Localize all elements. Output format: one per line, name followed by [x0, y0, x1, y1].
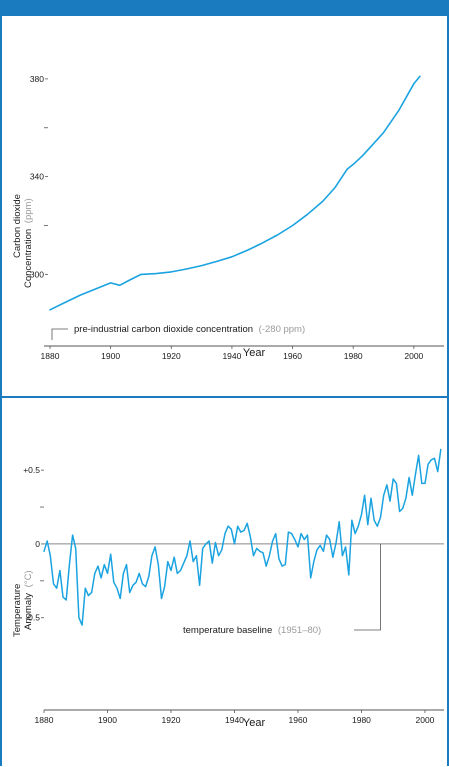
co2-x-tick-label: 1880 — [41, 351, 60, 361]
co2-annotation-pointer — [51, 328, 68, 340]
co2-y-label-unit: (ppm) — [23, 198, 34, 223]
temp-y-label-anomaly: Anomaly — [23, 593, 34, 630]
co2-x-tick-label: 1980 — [344, 351, 363, 361]
co2-x-tick-label: 1900 — [101, 351, 120, 361]
temp-annotation-pointer — [354, 543, 381, 631]
temp-x-tick-label: 1980 — [352, 715, 371, 725]
temperature-chart: +0.5 0 -0.5 1880 1900 1920 1940 1960 1980 2000 T… — [12, 448, 444, 729]
temp-x-tick-label: 1900 — [98, 715, 117, 725]
temp-series-line — [43, 448, 442, 626]
co2-y-tick-label: 300 — [30, 269, 44, 279]
temp-x-tick-label: 1940 — [225, 715, 244, 725]
temp-y-ticks: +0.5 0 -0.5 — [23, 465, 44, 623]
temp-y-tick-label: -0.5 — [25, 613, 40, 623]
temp-y-label-line2: Anomaly (°C) — [23, 570, 34, 630]
co2-y-label-main: Carbon dioxide — [12, 194, 23, 258]
co2-annotation-text: pre-industrial carbon dioxide concentrat… — [74, 324, 253, 335]
co2-x-tick-label: 1920 — [162, 351, 181, 361]
temp-annotation-value: (1951–80) — [278, 625, 321, 636]
temp-annotation: temperature baseline (1951–80) — [183, 625, 321, 636]
co2-y-label-line2: Concentration (ppm) — [23, 198, 34, 288]
temp-x-tick-label: 2000 — [415, 715, 434, 725]
co2-chart: 300 340 380 1880 1900 1920 1940 1960 1980 2000 C… — [12, 74, 444, 361]
co2-y-tick-label: 380 — [30, 74, 44, 84]
top-band — [0, 0, 449, 16]
co2-x-tick-label: 2000 — [404, 351, 423, 361]
temp-x-tick-label: 1960 — [289, 715, 308, 725]
temp-y-tick-label: +0.5 — [23, 465, 40, 475]
co2-y-label: Carbon dioxide — [12, 194, 23, 258]
temp-y-label: Temperature — [12, 584, 23, 637]
temp-x-tick-label: 1880 — [35, 715, 54, 725]
co2-x-tick-label: 1960 — [283, 351, 302, 361]
co2-series-line — [49, 75, 421, 311]
co2-annotation: pre-industrial carbon dioxide concentrat… — [74, 324, 305, 335]
temp-y-tick-label: 0 — [35, 539, 40, 549]
co2-x-tick-label: 1940 — [222, 351, 241, 361]
temp-annotation-text: temperature baseline — [183, 625, 272, 636]
co2-y-ticks: 300 340 380 — [30, 74, 48, 279]
co2-x-label: Year — [243, 347, 266, 359]
temp-y-label-unit: (°C) — [23, 570, 34, 587]
co2-annotation-value: (-280 ppm) — [259, 324, 305, 335]
co2-x-ticks: 1880 1900 1920 1940 1960 1980 2000 — [41, 346, 424, 361]
temp-x-ticks: 1880 1900 1920 1940 1960 1980 2000 — [35, 710, 435, 725]
co2-y-tick-label: 340 — [30, 172, 44, 182]
temp-y-label-main: Temperature — [12, 584, 23, 637]
co2-y-label-concentration: Concentration — [23, 229, 34, 288]
temp-x-tick-label: 1920 — [162, 715, 181, 725]
temp-x-label: Year — [243, 717, 266, 729]
